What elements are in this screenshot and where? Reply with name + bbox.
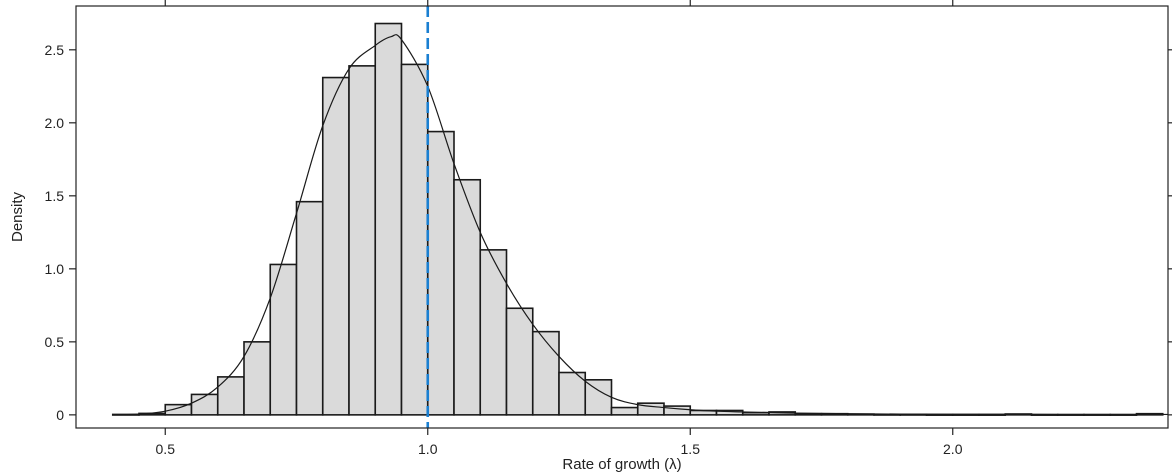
histogram-bar xyxy=(243,341,272,416)
histogram-bar xyxy=(531,330,560,416)
histogram-bars xyxy=(111,22,1164,416)
histogram-bar xyxy=(190,393,219,416)
histogram-bar xyxy=(479,249,508,416)
histogram-bar xyxy=(321,76,350,416)
histogram-bar xyxy=(348,65,377,416)
y-tick-label: 2.0 xyxy=(45,115,65,131)
histogram-bar xyxy=(610,406,639,416)
y-axis-label: Density xyxy=(9,191,26,242)
histogram-bar xyxy=(295,200,324,416)
histogram-bar xyxy=(426,130,455,416)
histogram-bar xyxy=(216,376,245,416)
histogram-bar xyxy=(400,63,429,416)
x-tick-label: 1.0 xyxy=(418,441,438,457)
x-axis-label: Rate of growth (λ) xyxy=(562,456,681,473)
histogram-bar xyxy=(374,22,403,416)
y-tick-label: 0 xyxy=(56,407,64,423)
density-curve xyxy=(112,34,1168,416)
histogram-bar xyxy=(505,307,534,416)
y-tick-label: 1.0 xyxy=(45,261,65,277)
y-tick-label: 0.5 xyxy=(45,334,65,350)
x-tick-label: 0.5 xyxy=(156,441,176,457)
x-tick-label: 2.0 xyxy=(943,441,963,457)
plot-frame xyxy=(75,5,1169,429)
y-tick-label: 1.5 xyxy=(45,188,65,204)
x-axis-ticks: 0.5 1.0 1.5 2.0 xyxy=(156,0,963,457)
y-tick-label: 2.5 xyxy=(45,42,65,58)
y-axis-ticks: 0 0.5 1.0 1.5 2.0 2.5 xyxy=(45,42,1172,423)
histogram-bar xyxy=(453,178,482,416)
histogram-bar xyxy=(584,379,613,416)
x-tick-label: 1.5 xyxy=(681,441,701,457)
